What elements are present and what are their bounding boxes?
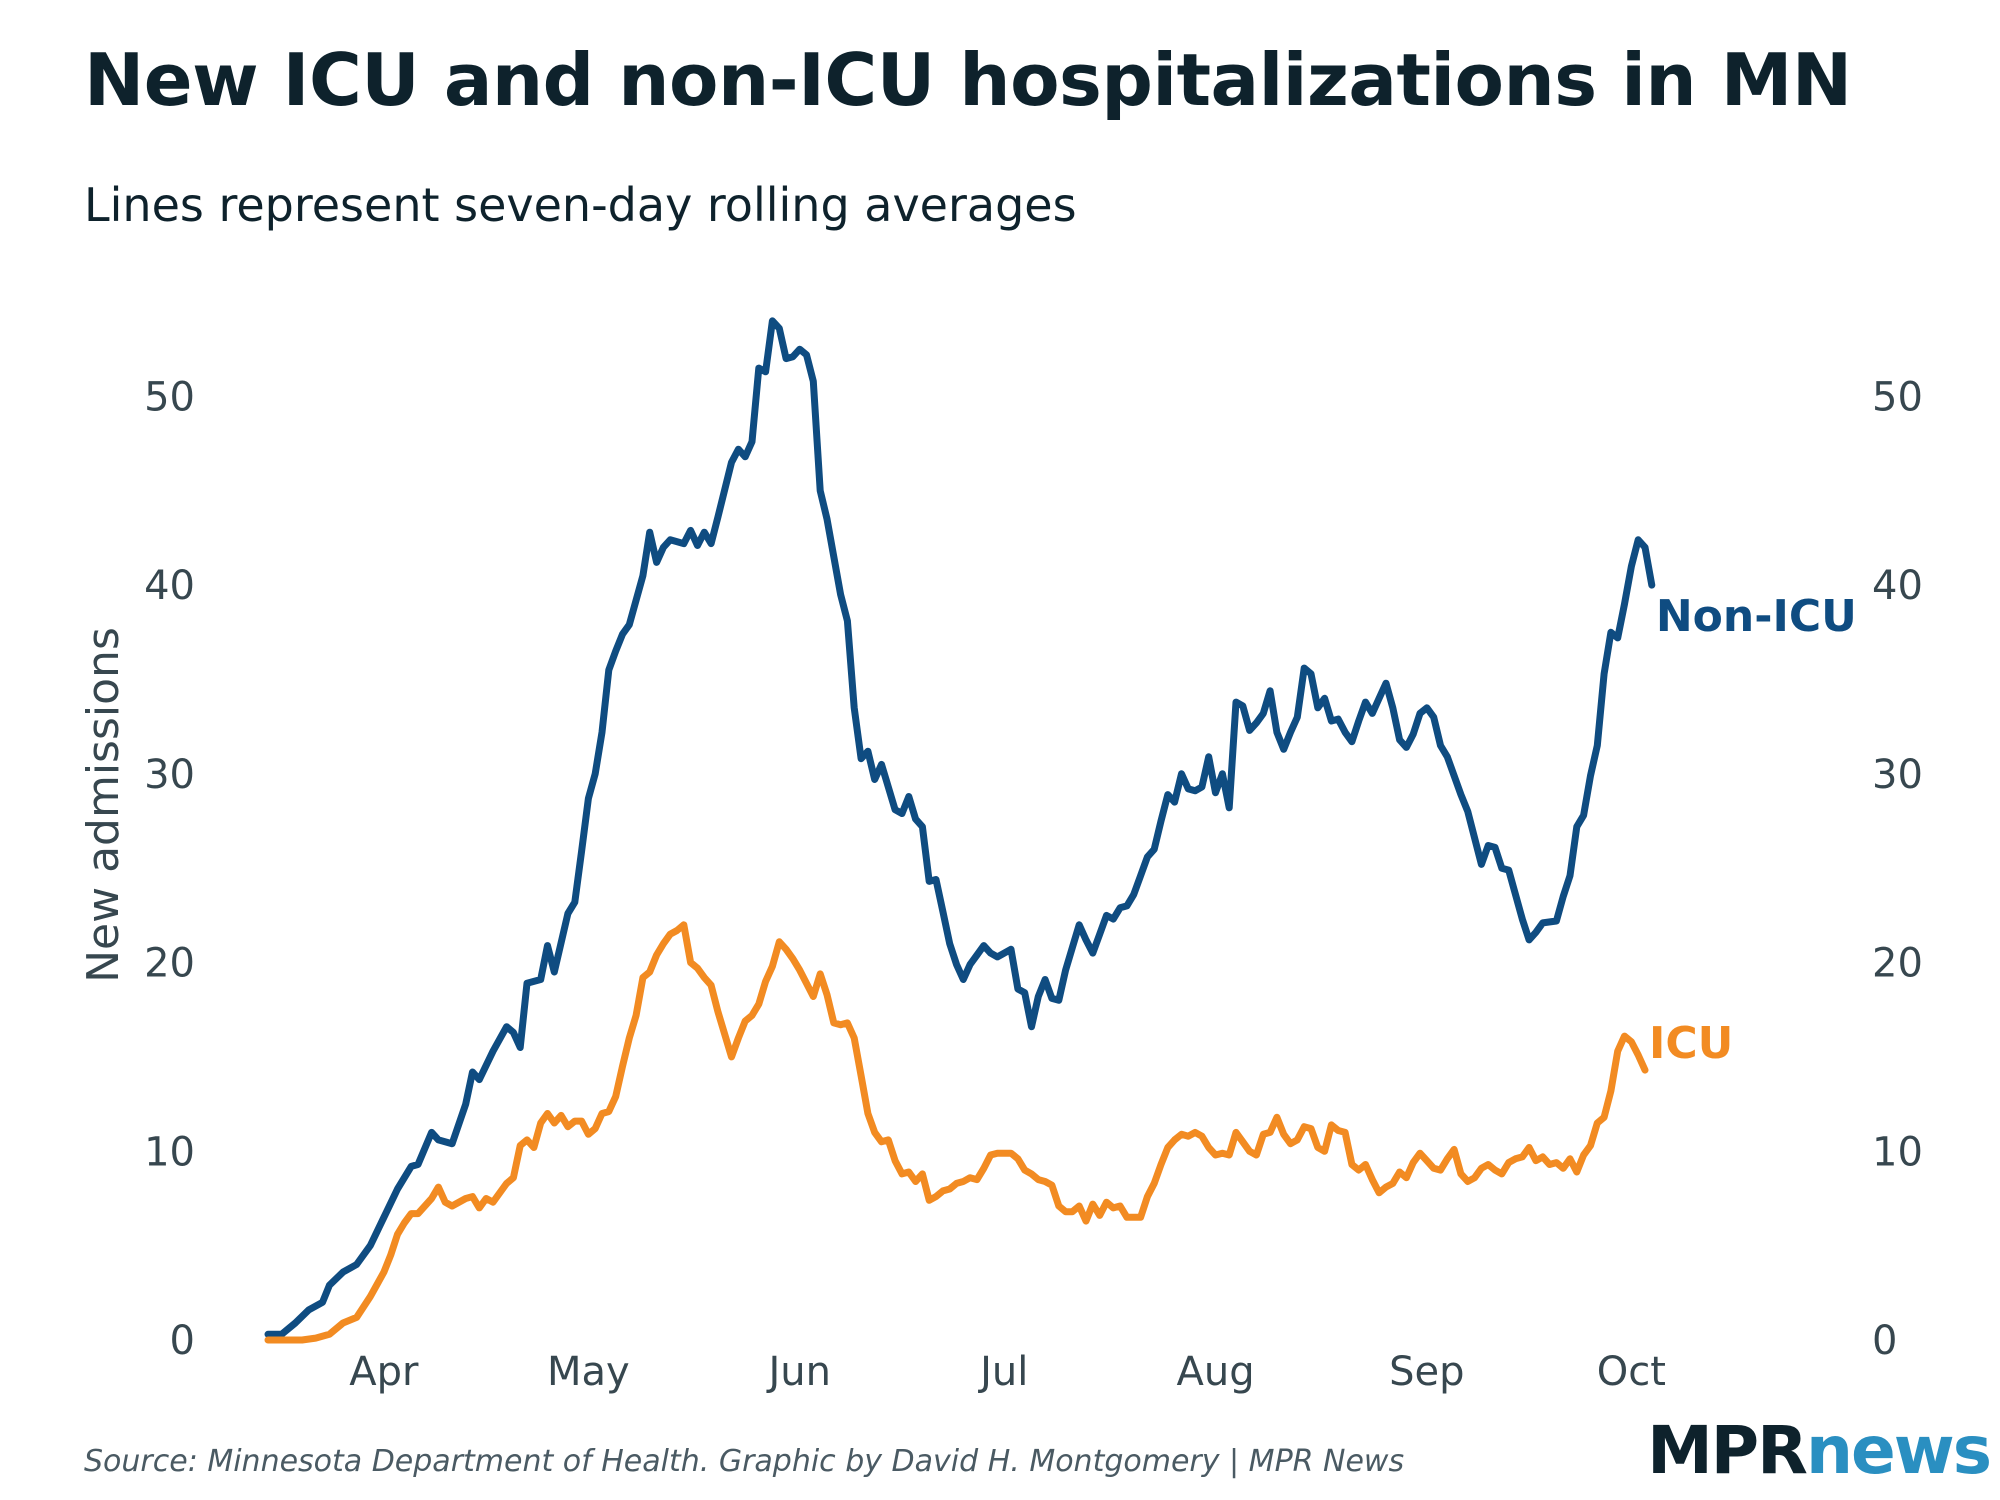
mpr-news-logo: MPRnews [1647,1418,1992,1484]
y-tick-right-40: 40 [1872,563,1923,609]
x-axis: Apr May Jun Jul Aug Sep Oct [349,1349,1666,1395]
x-tick-jun: Jun [765,1349,831,1395]
source-credit: Source: Minnesota Department of Health. … [84,1444,1405,1479]
x-tick-aug: Aug [1176,1349,1254,1395]
y-tick-left-10: 10 [144,1129,195,1175]
y-axis-label: New admissions [78,627,129,983]
y-tick-right-30: 30 [1872,752,1923,798]
y-tick-left-0: 0 [170,1318,195,1364]
y-tick-left-50: 50 [144,374,195,420]
y-tick-left-30: 30 [144,752,195,798]
x-tick-sep: Sep [1389,1349,1464,1395]
series-label-icu: ICU [1649,1018,1733,1069]
chart-subtitle: Lines represent seven-day rolling averag… [84,178,1077,232]
series-lines [264,317,1656,1344]
y-tick-right-10: 10 [1872,1129,1923,1175]
x-tick-oct: Oct [1597,1349,1666,1395]
y-tick-left-40: 40 [144,563,195,609]
y-tick-left-20: 20 [144,941,195,987]
y-tick-right-20: 20 [1872,941,1923,987]
y-tick-right-0: 0 [1872,1318,1897,1364]
chart-title: New ICU and non-ICU hospitalizations in … [84,38,1852,122]
logo-news: news [1805,1412,1992,1489]
left-y-axis: 0 10 20 30 40 50 [144,374,195,1364]
x-tick-apr: Apr [349,1349,419,1395]
x-tick-may: May [547,1349,630,1395]
series-label-non-icu: Non-ICU [1656,591,1857,642]
series-labels: Non-ICU ICU [1649,591,1857,1069]
logo-mpr: MPR [1647,1412,1808,1489]
right-y-axis: 0 10 20 30 40 50 [1872,374,1923,1364]
series-line-non-icu [264,317,1656,1338]
series-line-icu [264,921,1649,1344]
x-tick-jul: Jul [977,1349,1028,1395]
y-tick-right-50: 50 [1872,374,1923,420]
